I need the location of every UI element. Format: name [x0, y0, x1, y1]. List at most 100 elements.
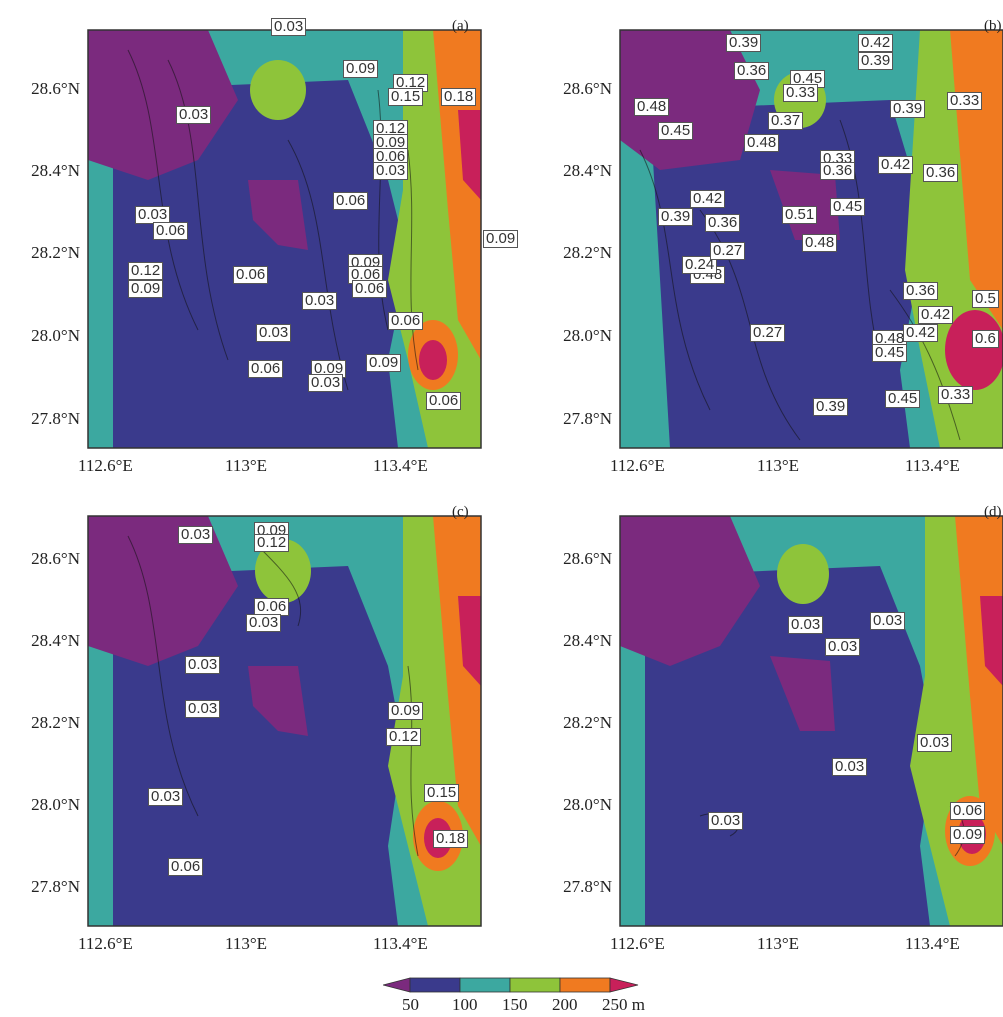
contour-label: 0.39: [658, 208, 694, 226]
x-tick-label: 113°E: [757, 456, 800, 475]
contour-label: 0.09: [343, 60, 379, 78]
terrain-map-b: [619, 29, 1003, 449]
contour-label: 0.18: [433, 830, 469, 848]
contour-label: 0.33: [938, 386, 974, 404]
contour-label: 0.45: [885, 390, 921, 408]
contour-label: 0.09: [388, 702, 424, 720]
contour-label: 0.18: [441, 88, 477, 106]
x-tick-label: 113.4°E: [373, 934, 428, 953]
colorbar-segment: [383, 977, 411, 993]
y-tick-label: 28.4°N: [563, 161, 612, 180]
panel-label: (d): [984, 504, 1002, 520]
panel-d: (d) 0.03 0.03 0.03 0.03 0.03 0.03 0.06 0.09: [619, 504, 1003, 934]
contour-label: 0.36: [820, 162, 856, 180]
contour-label: 0.06: [333, 192, 369, 210]
x-tick-label: 113.4°E: [905, 934, 960, 953]
contour-label: 0.03: [246, 614, 282, 632]
contour-label: 0.06: [426, 392, 462, 410]
contour-label: 0.03: [135, 206, 171, 224]
contour-label: 0.51: [782, 206, 818, 224]
panel-a: (a) 0.03 0.09 0.12 0.15 0.18 0.03 0.12 0.09 0.06…: [87, 18, 519, 449]
contour-label: 0.27: [750, 324, 786, 342]
y-tick-label: 28.2°N: [31, 713, 80, 732]
contour-label: 0.09: [128, 280, 164, 298]
contour-label: 0.03: [185, 656, 221, 674]
contour-label: 0.09: [373, 134, 409, 152]
x-tick-label: 112.6°E: [78, 456, 133, 475]
contour-label: 0.03: [185, 700, 221, 718]
contour-label: 0.03: [373, 162, 409, 180]
contour-label: 0.15: [424, 784, 460, 802]
contour-label: 0.12: [373, 120, 409, 138]
colorbar-segment: [609, 977, 639, 993]
contour-label: 0.45: [872, 344, 908, 362]
contour-label: 0.09: [483, 230, 519, 248]
contour-label: 0.42: [918, 306, 954, 324]
colorbar-tick: 50: [402, 995, 419, 1014]
panel-c: (c) 0.03 0.09 0.12 0.06 0.03 0.03 0.03 0.09 0.12…: [87, 504, 482, 934]
colorbar-tick: 100: [452, 995, 478, 1014]
contour-label: 0.06: [168, 858, 204, 876]
x-tick-label: 113°E: [225, 456, 268, 475]
contour-label: 0.12: [386, 728, 422, 746]
contour-label: 0.06: [233, 266, 269, 284]
y-tick-label: 28.0°N: [31, 326, 80, 345]
contour-label: 0.39: [890, 100, 926, 118]
contour-label: 0.03: [308, 374, 344, 392]
contour-label: 0.03: [708, 812, 744, 830]
panel-label: (a): [452, 18, 469, 34]
contour-label: 0.36: [734, 62, 770, 80]
colorbar: [383, 977, 639, 993]
contour-label: 0.42: [903, 324, 939, 342]
y-tick-label: 28.6°N: [31, 79, 80, 98]
colorbar-segment: [459, 977, 511, 993]
contour-label: 0.6: [972, 330, 999, 348]
contour-label: 0.06: [352, 280, 388, 298]
contour-label: 0.5: [972, 290, 999, 308]
contour-label: 0.09: [950, 826, 986, 844]
x-tick-label: 113.4°E: [373, 456, 428, 475]
contour-label: 0.03: [256, 324, 292, 342]
contour-label: 0.15: [388, 88, 424, 106]
y-tick-label: 28.4°N: [31, 161, 80, 180]
y-tick-label: 27.8°N: [31, 877, 80, 896]
contour-label: 0.03: [825, 638, 861, 656]
contour-label: 0.03: [302, 292, 338, 310]
y-tick-label: 28.0°N: [563, 326, 612, 345]
contour-label: 0.45: [790, 70, 826, 88]
contour-label: 0.39: [813, 398, 849, 416]
panel-b: (b) 0.39 0.42 0.39 0.36 0.45 0.33 0.48 0.45 0.39…: [619, 18, 1003, 449]
contour-label: 0.45: [658, 122, 694, 140]
contour-label: 0.48: [634, 98, 670, 116]
panel-label: (c): [452, 504, 469, 520]
y-tick-label: 28.6°N: [563, 79, 612, 98]
colorbar-tick: 150: [502, 995, 528, 1014]
y-tick-label: 27.8°N: [563, 877, 612, 896]
terrain-map-c: [87, 515, 482, 927]
y-tick-label: 28.4°N: [31, 631, 80, 650]
y-tick-label: 28.6°N: [563, 549, 612, 568]
contour-label: 0.12: [128, 262, 164, 280]
contour-label: 0.27: [710, 242, 746, 260]
contour-label: 0.06: [388, 312, 424, 330]
x-tick-label: 112.6°E: [78, 934, 133, 953]
contour-label: 0.45: [830, 198, 866, 216]
y-tick-label: 27.8°N: [31, 409, 80, 428]
x-tick-label: 113.4°E: [905, 456, 960, 475]
contour-label: 0.06: [153, 222, 189, 240]
y-tick-label: 28.6°N: [31, 549, 80, 568]
y-tick-label: 28.0°N: [31, 795, 80, 814]
contour-label: 0.36: [923, 164, 959, 182]
contour-label: 0.06: [248, 360, 284, 378]
contour-label: 0.42: [690, 190, 726, 208]
contour-label: 0.37: [768, 112, 804, 130]
contour-label: 0.09: [311, 360, 347, 378]
contour-label: 0.39: [726, 34, 762, 52]
contour-label: 0.36: [705, 214, 741, 232]
contour-label: 0.03: [148, 788, 184, 806]
contour-label: 0.12: [254, 534, 290, 552]
colorbar-tick: 200: [552, 995, 578, 1014]
contour-label: 0.24: [682, 256, 718, 274]
contour-label: 0.03: [870, 612, 906, 630]
colorbar-segment: [559, 977, 611, 993]
